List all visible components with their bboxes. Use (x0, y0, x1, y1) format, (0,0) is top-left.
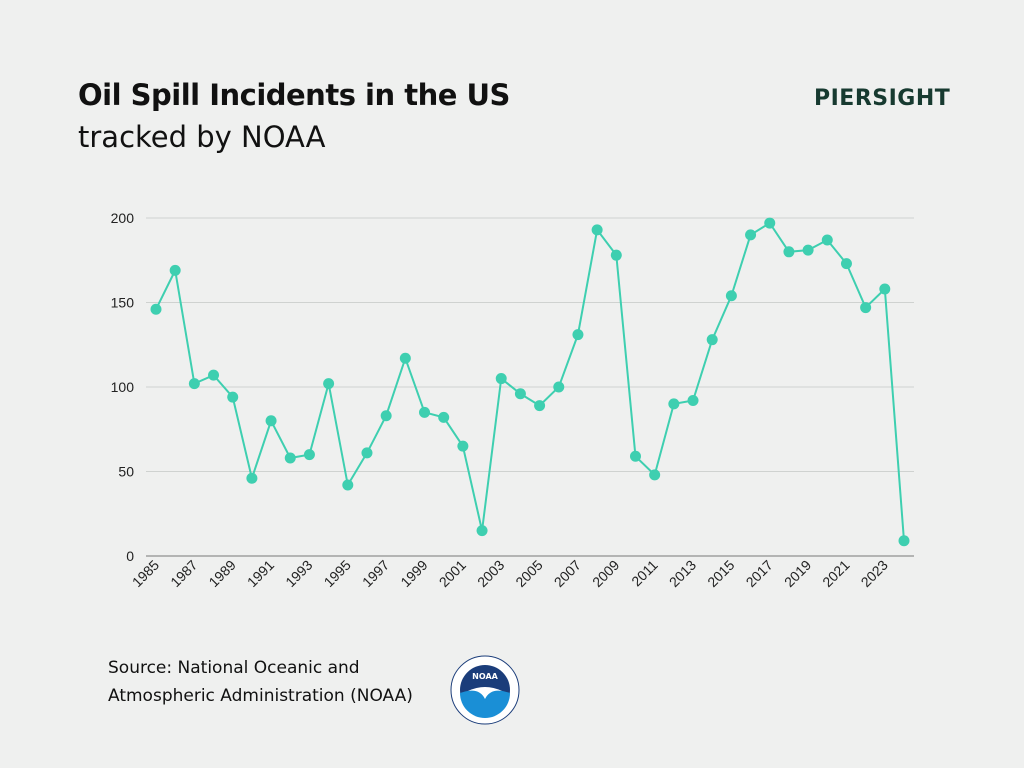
data-point (745, 229, 757, 241)
data-point (342, 479, 354, 491)
x-tick-label: 2023 (858, 557, 891, 590)
data-point (227, 391, 239, 403)
y-tick-label: 0 (126, 548, 134, 564)
data-point (879, 283, 891, 295)
data-point (438, 411, 450, 423)
x-tick-label: 2007 (551, 557, 584, 590)
data-point (361, 447, 373, 459)
data-point (553, 381, 565, 393)
x-tick-label: 1995 (321, 557, 354, 590)
source-line-1: Source: National Oceanic and (108, 658, 360, 678)
source-note: Source: National Oceanic and Atmospheric… (108, 654, 413, 710)
data-point (821, 234, 833, 246)
data-point (610, 249, 622, 261)
x-tick-label: 1991 (244, 557, 277, 590)
data-point (419, 406, 431, 418)
data-point (629, 450, 641, 462)
x-tick-label: 2001 (436, 557, 469, 590)
data-point (284, 452, 296, 464)
data-point (457, 440, 469, 452)
x-tick-label: 2005 (512, 557, 545, 590)
data-point (860, 302, 872, 314)
data-point (591, 224, 603, 236)
x-tick-label: 2013 (666, 557, 699, 590)
x-tick-label: 1997 (359, 557, 392, 590)
data-point (687, 395, 699, 407)
x-tick-label: 1989 (205, 557, 238, 590)
x-tick-label: 2019 (781, 557, 814, 590)
x-tick-label: 2015 (704, 557, 737, 590)
series-line (155, 221, 905, 541)
data-point (706, 334, 718, 346)
y-tick-label: 200 (111, 210, 135, 226)
data-point (534, 400, 546, 412)
data-point (572, 329, 584, 341)
data-point (783, 246, 795, 258)
x-tick-label: 1987 (167, 557, 200, 590)
x-tick-label: 2017 (743, 557, 776, 590)
data-point (649, 469, 661, 481)
data-point (303, 449, 315, 461)
x-tick-label: 1993 (282, 557, 315, 590)
piersight-logo: PIERSIGHT (814, 86, 951, 111)
data-point (802, 244, 814, 256)
data-point (188, 378, 200, 390)
data-point (495, 373, 507, 385)
x-tick-label: 2003 (474, 557, 507, 590)
data-point (668, 398, 680, 410)
data-point (169, 264, 181, 276)
noaa-logo: NOAA (450, 655, 520, 725)
x-tick-label: 2021 (819, 557, 852, 590)
noaa-logo-text: NOAA (472, 672, 498, 681)
data-point (764, 217, 776, 229)
chart-subtitle: tracked by NOAA (78, 120, 326, 154)
data-point (265, 415, 277, 427)
chart-title: Oil Spill Incidents in the US (78, 78, 510, 112)
data-point (150, 303, 162, 315)
data-point (380, 410, 392, 422)
data-point (725, 290, 737, 302)
data-point (323, 378, 335, 390)
y-tick-label: 50 (118, 464, 134, 480)
x-tick-label: 2009 (589, 557, 622, 590)
data-point (840, 258, 852, 270)
data-point (898, 535, 910, 547)
y-tick-label: 100 (111, 379, 135, 395)
y-tick-label: 150 (111, 295, 135, 311)
data-point (476, 525, 488, 537)
data-point (208, 369, 220, 381)
source-line-2: Atmospheric Administration (NOAA) (108, 686, 413, 706)
x-tick-label: 1999 (397, 557, 430, 590)
data-point (514, 388, 526, 400)
data-point (246, 472, 258, 484)
x-tick-label: 2011 (628, 557, 661, 590)
data-point (399, 352, 411, 364)
